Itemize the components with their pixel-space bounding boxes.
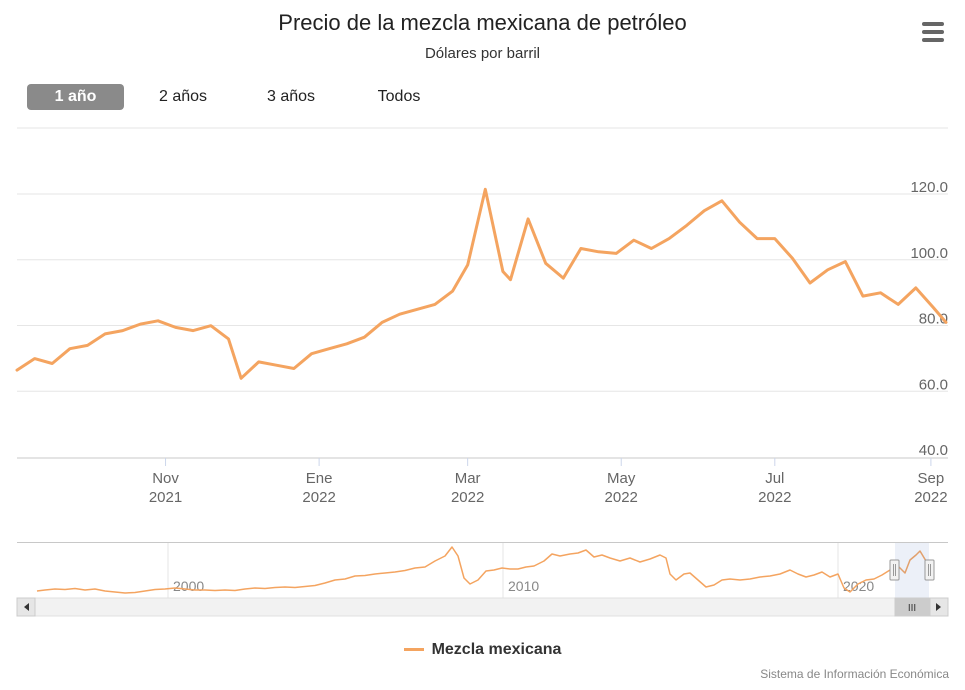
x-tick-label: 2022 (914, 489, 947, 506)
range-button-3-years[interactable]: 3 años (266, 88, 316, 105)
range-button-all[interactable]: Todos (377, 88, 421, 105)
x-tick-label: Nov (152, 470, 179, 487)
x-tick-label: May (607, 470, 636, 487)
legend-item-mezcla-mexicana[interactable]: Mezcla mexicana (403, 640, 562, 659)
x-tick-label: 2022 (451, 489, 484, 506)
x-tick-label: 2022 (758, 489, 791, 506)
legend-swatch (403, 648, 424, 651)
x-tick-label: 2022 (605, 489, 638, 506)
scrollbar-track[interactable] (16, 597, 949, 617)
chart-subtitle: Dólares por barril (424, 45, 541, 62)
scrollbar-thumb-grip: III (908, 603, 916, 614)
legend-label: Mezcla mexicana (431, 640, 562, 658)
navigator-year-label: 2000 (173, 578, 204, 594)
navigator-selected-range[interactable] (895, 543, 929, 598)
legend: Mezcla mexicana (0, 638, 965, 659)
scrollbar-right-arrow[interactable] (929, 597, 949, 617)
navigator-year-label: 2020 (843, 578, 874, 594)
x-tick-label: Sep (918, 470, 945, 487)
navigator-right-handle[interactable] (924, 559, 935, 581)
range-button-2-years[interactable]: 2 años (158, 88, 208, 105)
hamburger-menu-icon[interactable] (920, 22, 946, 42)
scrollbar-thumb[interactable]: III (894, 597, 930, 617)
y-tick-label: 120.0 (910, 179, 948, 196)
range-button-1-year[interactable]: 1 año (27, 84, 124, 110)
y-tick-label: 40.0 (919, 442, 948, 459)
x-tick-label: Jul (765, 470, 784, 487)
navigator-series-line (36, 546, 931, 594)
x-tick-label: Mar (455, 470, 481, 487)
y-tick-label: 100.0 (910, 245, 948, 262)
chart-title: Precio de la mezcla mexicana de petróleo (278, 10, 687, 35)
x-axis: Nov 2021 Ene 2022 Mar 2022 May 2022 Jul 2022 Sep 20… (149, 458, 948, 506)
x-tick-label: 2022 (302, 489, 335, 506)
x-tick-label: 2021 (149, 489, 182, 506)
series-line-mezcla-mexicana (15, 187, 948, 380)
scrollbar[interactable]: III (16, 597, 949, 617)
x-tick-label: Ene (306, 470, 333, 487)
scrollbar-left-arrow[interactable] (16, 597, 36, 617)
navigator[interactable]: 2000 2010 2020 (17, 542, 948, 598)
credits-text: Sistema de Información Económica (760, 667, 949, 681)
navigator-year-label: 2010 (508, 578, 539, 594)
y-gridlines (17, 193, 948, 459)
y-tick-label: 60.0 (919, 376, 948, 393)
navigator-left-handle[interactable] (889, 559, 900, 581)
